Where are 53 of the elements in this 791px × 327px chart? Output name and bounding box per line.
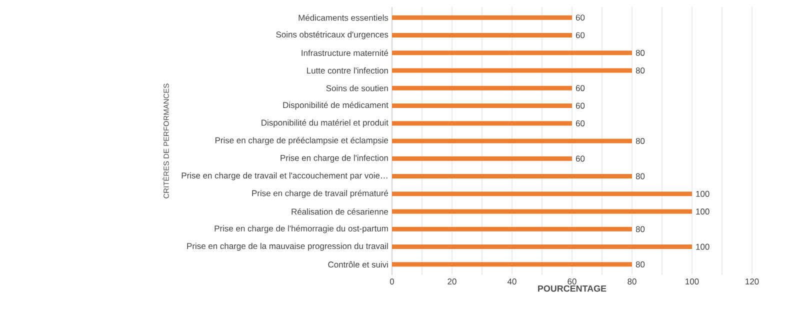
- data-label: 80: [636, 67, 645, 74]
- y-tick-label: Infrastructure maternité: [302, 50, 388, 56]
- bar: [392, 32, 572, 38]
- bar: [392, 121, 572, 126]
- data-label: 100: [696, 190, 710, 197]
- data-label: 80: [636, 173, 645, 180]
- data-label: 60: [576, 102, 585, 109]
- y-tick-label: Soins de soutien: [326, 84, 388, 92]
- y-tick-label: Lutte contre l'infection: [307, 67, 388, 74]
- bar: [392, 15, 572, 20]
- y-tick-label: Disponibilité de médicament: [283, 102, 388, 110]
- y-tick-label: Réalisation de césarienne: [292, 208, 388, 215]
- data-label: 60: [576, 156, 585, 162]
- y-tick-label: Prise en charge de l'hémorragie du ost-partum: [214, 225, 388, 234]
- y-tick-label: Prise en charge de travail prématuré: [252, 190, 388, 198]
- y-tick-label: Contrôle et suivi: [328, 261, 388, 268]
- data-label: 100: [696, 244, 710, 250]
- bar: [392, 226, 632, 232]
- data-label: 60: [576, 85, 585, 92]
- x-tick-label: 100: [686, 278, 699, 285]
- y-tick-label: Disponibilité du matériel et produit: [262, 119, 388, 128]
- x-axis-title: POURCENTAGE: [538, 285, 606, 292]
- data-label: 80: [636, 226, 645, 232]
- data-label: 80: [636, 261, 645, 268]
- data-label: 60: [576, 32, 585, 38]
- bar: [392, 68, 632, 73]
- x-tick-label: 60: [568, 278, 576, 285]
- x-tick-label: 80: [628, 278, 636, 285]
- y-tick-label: Prise en charge de travail et l'accouchement par voie…: [182, 172, 388, 180]
- data-label: 100: [696, 208, 710, 215]
- bar: [392, 174, 632, 179]
- bar: [392, 86, 572, 90]
- x-tick-label: 40: [507, 278, 516, 285]
- bar: [392, 156, 572, 161]
- bar: [392, 244, 692, 250]
- bar: [392, 262, 632, 267]
- bar: [392, 138, 632, 144]
- bar: [392, 50, 632, 56]
- x-tick-label: 120: [746, 278, 759, 285]
- y-tick-label: Prise en charge de prééclampsie et éclampsie: [215, 137, 388, 145]
- data-label: 60: [576, 120, 585, 126]
- y-tick-label: Soins obstétricaux d'urgences: [276, 31, 388, 40]
- y-tick-label: Prise en charge de la mauvaise progression du travail: [187, 242, 388, 251]
- data-label: 80: [636, 138, 645, 144]
- bar: [392, 192, 692, 196]
- bar: [392, 209, 692, 214]
- data-label: 60: [576, 14, 585, 21]
- y-tick-label: Prise en charge de l'infection: [280, 154, 388, 163]
- data-label: 80: [636, 50, 645, 56]
- x-tick-label: 20: [448, 278, 456, 285]
- bar: [392, 103, 572, 108]
- x-tick-label: 0: [390, 278, 394, 285]
- y-tick-label: Médicaments essentiels: [298, 14, 388, 21]
